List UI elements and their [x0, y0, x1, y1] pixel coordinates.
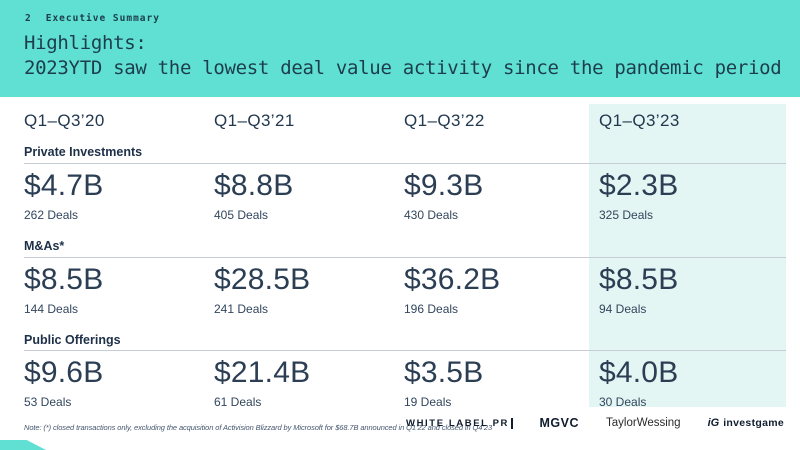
mgvc-logo: MGVC	[539, 416, 580, 430]
section-label-mas: M&As*	[24, 236, 786, 258]
cell-mas-q1q3-23: $8.5B 94 Deals	[594, 258, 786, 330]
headline-line1: Highlights:	[24, 32, 147, 54]
cell-public-q1q3-23: $4.0B 30 Deals	[594, 351, 786, 409]
deal-value: $28.5B	[214, 263, 311, 296]
investgame-logo: iG investgame	[707, 417, 784, 429]
deal-value: $8.8B	[214, 169, 294, 202]
deal-value: $9.3B	[404, 169, 484, 202]
deal-value: $4.7B	[24, 169, 104, 202]
highlight-column-bg	[589, 104, 786, 407]
deal-count: 430 Deals	[404, 208, 459, 222]
footnote: Note: (*) closed transactions only, excl…	[24, 423, 493, 432]
cell-private-q1q3-20: $4.7B 262 Deals	[24, 164, 214, 236]
deal-value: $2.3B	[599, 169, 679, 202]
cell-mas-q1q3-20: $8.5B 144 Deals	[24, 258, 214, 330]
deal-count: 262 Deals	[24, 208, 79, 222]
section-label-private-investments: Private Investments	[24, 142, 786, 164]
deal-count: 196 Deals	[404, 302, 459, 316]
deal-count: 53 Deals	[24, 395, 72, 409]
taylor-wessing-logo: TaylorWessing	[606, 417, 681, 429]
cell-public-q1q3-20: $9.6B 53 Deals	[24, 351, 214, 409]
headline-line2: 2023YTD saw the lowest deal value activi…	[24, 57, 782, 79]
cell-public-q1q3-22: $3.5B 19 Deals	[404, 351, 594, 409]
slide-number: 2	[25, 13, 32, 24]
kicker-label: Executive Summary	[45, 13, 160, 24]
deal-count: 325 Deals	[599, 208, 654, 222]
deal-count: 30 Deals	[599, 395, 647, 409]
column-header-q1q3-20: Q1–Q3’20	[24, 111, 105, 130]
deal-count: 405 Deals	[214, 208, 269, 222]
section-label-public-offerings: Public Offerings	[24, 330, 786, 351]
deal-value: $4.0B	[599, 356, 679, 389]
deals-table: Q1–Q3’20 Q1–Q3’21 Q1–Q3’22 Q1–Q3’23 Priv…	[24, 104, 786, 409]
column-header-q1q3-22: Q1–Q3’22	[404, 111, 485, 130]
partner-logos: WHITE LABEL PR MGVC TaylorWessing iG inv…	[406, 416, 784, 430]
deal-value: $8.5B	[24, 263, 104, 296]
deal-count: 241 Deals	[214, 302, 269, 316]
column-header-q1q3-21: Q1–Q3’21	[214, 111, 295, 130]
deal-value: $36.2B	[404, 263, 501, 296]
deal-value: $8.5B	[599, 263, 679, 296]
deal-count: 61 Deals	[214, 395, 262, 409]
cell-private-q1q3-22: $9.3B 430 Deals	[404, 164, 594, 236]
corner-accent-shape	[0, 440, 46, 450]
cell-mas-q1q3-22: $36.2B 196 Deals	[404, 258, 594, 330]
cursor-bar-icon	[511, 417, 513, 429]
cell-private-q1q3-23: $2.3B 325 Deals	[594, 164, 786, 236]
investgame-mark-icon: iG	[707, 417, 720, 429]
white-label-pr-logo: WHITE LABEL PR	[406, 417, 513, 429]
cell-public-q1q3-21: $21.4B 61 Deals	[214, 351, 404, 409]
breadcrumb: 2 Executive Summary	[25, 13, 160, 24]
deal-value: $21.4B	[214, 356, 311, 389]
deal-value: $9.6B	[24, 356, 104, 389]
header-band: 2 Executive Summary Highlights: 2023YTD s…	[0, 0, 800, 97]
deal-count: 19 Deals	[404, 395, 452, 409]
deal-value: $3.5B	[404, 356, 484, 389]
cell-private-q1q3-21: $8.8B 405 Deals	[214, 164, 404, 236]
column-header-q1q3-23: Q1–Q3’23	[599, 111, 680, 130]
cell-mas-q1q3-21: $28.5B 241 Deals	[214, 258, 404, 330]
deal-count: 144 Deals	[24, 302, 79, 316]
deal-count: 94 Deals	[599, 302, 647, 316]
